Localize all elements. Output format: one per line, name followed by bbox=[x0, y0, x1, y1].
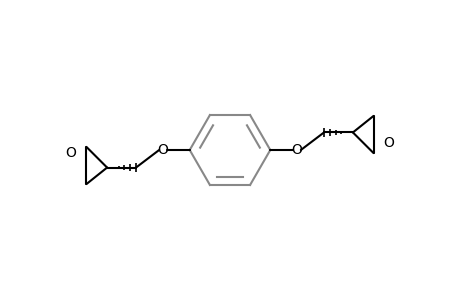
Text: O: O bbox=[157, 143, 168, 157]
Text: O: O bbox=[65, 146, 76, 160]
Text: O: O bbox=[291, 143, 302, 157]
Text: O: O bbox=[383, 136, 394, 150]
